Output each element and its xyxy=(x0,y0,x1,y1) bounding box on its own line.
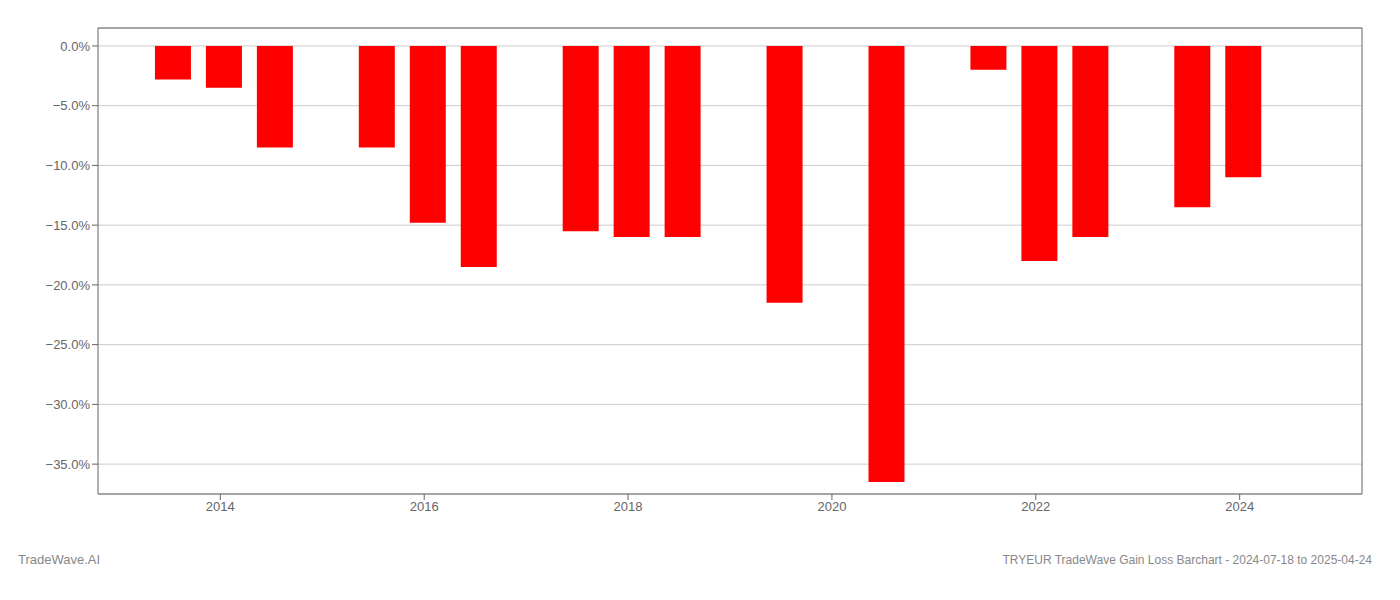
svg-text:−20.0%: −20.0% xyxy=(46,278,91,293)
svg-text:2014: 2014 xyxy=(206,499,235,514)
html-text:TradeWave.AI: TradeWave.AI xyxy=(18,552,101,567)
svg-text:2018: 2018 xyxy=(614,499,643,514)
svg-text:−35.0%: −35.0% xyxy=(46,457,91,472)
html-text:TRYEUR TradeWave Gain Loss Bar: TRYEUR TradeWave Gain Loss Barchart - 20… xyxy=(1002,553,1372,567)
svg-text:−30.0%: −30.0% xyxy=(46,397,91,412)
svg-text:0.0%: 0.0% xyxy=(60,39,90,54)
svg-text:2016: 2016 xyxy=(410,499,439,514)
svg-text:2024: 2024 xyxy=(1225,499,1254,514)
svg-text:−15.0%: −15.0% xyxy=(46,218,91,233)
svg-text:2022: 2022 xyxy=(1021,499,1050,514)
svg-text:−10.0%: −10.0% xyxy=(46,158,91,173)
svg-text:−5.0%: −5.0% xyxy=(53,98,91,113)
svg-text:2020: 2020 xyxy=(817,499,846,514)
svg-text:−25.0%: −25.0% xyxy=(46,337,91,352)
